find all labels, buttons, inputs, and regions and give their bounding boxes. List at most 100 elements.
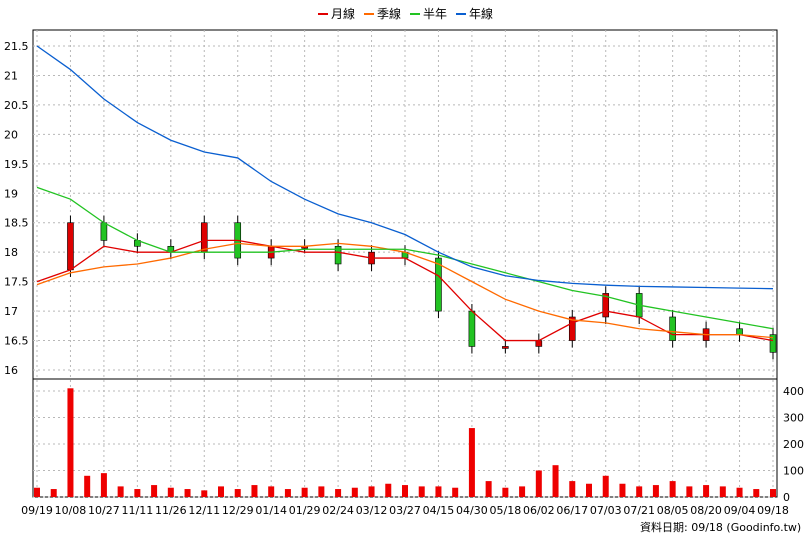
price-tick-label: 19: [4, 187, 18, 200]
price-tick-label: 17: [4, 305, 18, 318]
x-tick-label: 04/30: [456, 504, 488, 517]
candle-body: [200, 222, 208, 253]
candle-body: [435, 257, 442, 312]
legend-label-0: 月線: [331, 6, 355, 21]
candle-body: [502, 346, 509, 349]
candle-body: [100, 222, 108, 241]
volume-bar: [335, 489, 342, 497]
x-tick-label: 03/12: [356, 504, 388, 517]
x-axis-ticks: 09/19 10/08 10/27 11/11 11/26 12/11 12/29 01/14…: [21, 504, 789, 517]
x-tick-label: 10/27: [88, 504, 120, 517]
x-tick-label: 03/27: [389, 504, 421, 517]
candle-body: [769, 334, 777, 353]
volume-bars: [34, 388, 776, 497]
price-tick-label: 20.5: [4, 99, 29, 112]
series-line-3: [36, 45, 774, 290]
candle-body: [67, 222, 74, 271]
volume-bar: [201, 490, 208, 497]
price-tick-label: 20: [4, 128, 18, 141]
x-tick-label: 12/11: [188, 504, 220, 517]
price-tick-label: 21.5: [4, 40, 29, 53]
price-tick-label: 18: [4, 246, 18, 259]
volume-bar: [535, 470, 542, 497]
price-tick-label: 17.5: [4, 276, 29, 289]
candle-body: [535, 340, 543, 347]
volume-bar: [569, 481, 576, 497]
price-tick-label: 16: [4, 364, 18, 377]
volume-bar: [368, 486, 375, 497]
volume-bar: [519, 486, 526, 497]
legend-label-1: 季線: [377, 6, 401, 21]
x-tick-label: 07/03: [590, 504, 622, 517]
series-line-2: [36, 186, 774, 330]
x-tick-label: 07/21: [623, 504, 655, 517]
volume-bar: [117, 486, 124, 497]
candle-body: [334, 245, 342, 265]
volume-bar: [100, 473, 107, 497]
volume-bar: [50, 489, 57, 497]
x-tick-label: 02/24: [322, 504, 354, 517]
x-tick-label: 08/20: [690, 504, 722, 517]
candle-body: [602, 293, 610, 318]
x-tick-label: 11/26: [155, 504, 187, 517]
x-tick-label: 09/19: [21, 504, 53, 517]
volume-bar: [301, 487, 308, 497]
volume-bar: [452, 487, 459, 497]
volume-bar: [686, 486, 693, 497]
price-tick-label: 19.5: [4, 158, 29, 171]
volume-bar: [636, 486, 643, 497]
volume-tick-label: 0: [783, 491, 790, 504]
price-axis-ticks: 21.5 21 20.5 20 19.5 19 18.5 18 17.5 17 16.5 16: [4, 40, 29, 377]
candle-body: [669, 316, 676, 341]
price-tick-label: 18.5: [4, 217, 29, 230]
candle-body: [736, 328, 743, 335]
volume-bar: [184, 489, 191, 497]
volume-bar: [167, 487, 174, 497]
volume-bar: [151, 485, 158, 497]
x-tick-label: 09/18: [757, 504, 789, 517]
x-tick-label: 01/29: [289, 504, 321, 517]
volume-bar: [770, 489, 776, 497]
candle-body: [568, 316, 576, 341]
volume-bar: [268, 486, 275, 497]
x-tick-label: 05/18: [490, 504, 522, 517]
volume-bar: [753, 489, 760, 497]
x-tick-label: 06/02: [523, 504, 555, 517]
volume-bar: [502, 487, 509, 497]
volume-bar: [485, 481, 492, 497]
volume-tick-label: 300: [783, 411, 804, 424]
series-line-1: [36, 242, 774, 339]
volume-bar: [34, 487, 40, 497]
volume-bar: [284, 489, 291, 497]
legend: 月線 季線 半年 年線: [318, 6, 493, 21]
volume-tick-label: 400: [783, 385, 804, 398]
volume-bar: [619, 483, 626, 497]
volume-bar: [435, 486, 442, 497]
volume-bar: [318, 486, 325, 497]
volume-bar: [84, 475, 91, 497]
volume-tick-label: 200: [783, 438, 804, 451]
volume-bar: [67, 388, 74, 497]
x-tick-label: 11/11: [122, 504, 154, 517]
x-tick-label: 04/15: [423, 504, 455, 517]
x-tick-label: 08/05: [657, 504, 689, 517]
legend-label-3: 年線: [469, 6, 493, 21]
volume-bar: [468, 428, 475, 497]
volume-bar: [602, 475, 609, 497]
volume-bar: [669, 481, 676, 497]
volume-bar: [418, 486, 425, 497]
series-line-0: [36, 239, 774, 342]
volume-bar: [134, 489, 141, 497]
candle-body: [468, 310, 476, 347]
x-tick-label: 01/14: [255, 504, 287, 517]
x-tick-label: 06/17: [556, 504, 588, 517]
x-tick-label: 10/08: [55, 504, 87, 517]
volume-bar: [719, 486, 726, 497]
volume-bar: [251, 485, 258, 497]
x-tick-label: 09/04: [724, 504, 756, 517]
volume-bar: [402, 485, 408, 497]
price-tick-label: 16.5: [4, 335, 29, 348]
volume-axis-ticks: 400 300 200 100 0: [783, 385, 804, 504]
